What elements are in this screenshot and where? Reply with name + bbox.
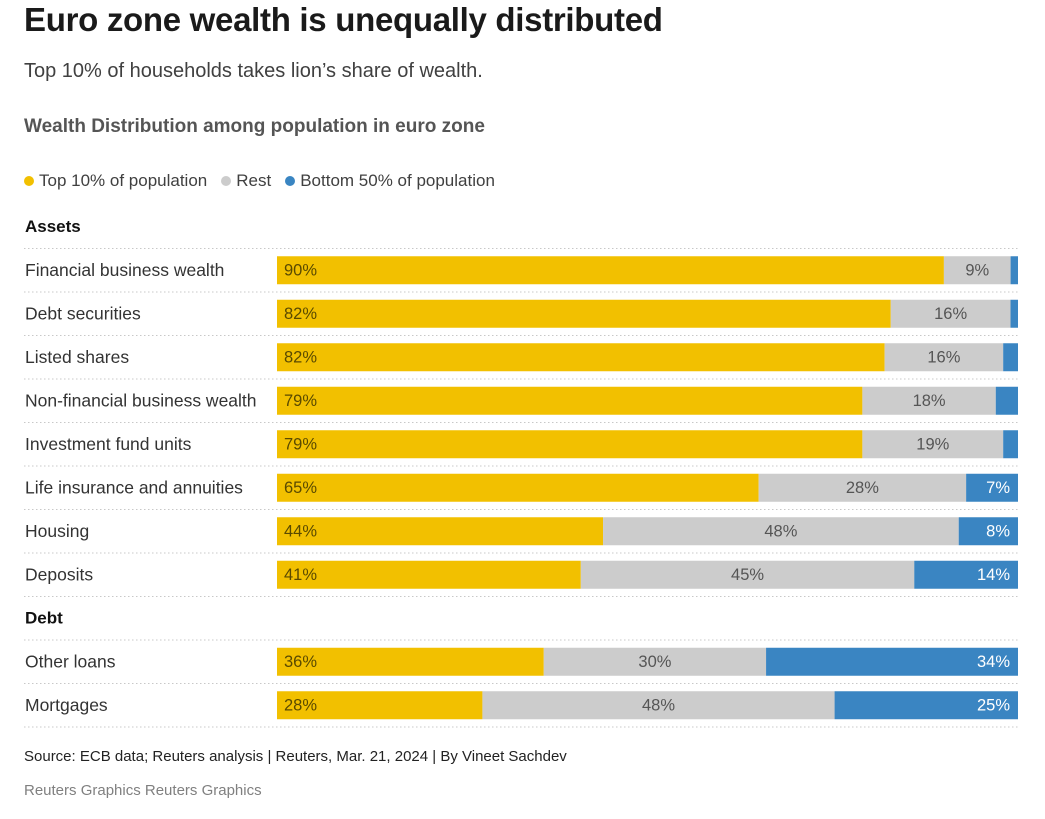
category-label: Listed shares <box>25 347 129 367</box>
bar-segment-rest <box>580 560 915 589</box>
bar-segment-bottom50 <box>1010 256 1018 285</box>
bar-segment-rest <box>758 473 967 502</box>
data-label-rest: 16% <box>927 349 960 367</box>
data-label-bottom50: 7% <box>986 479 1010 497</box>
data-label-rest: 9% <box>965 262 989 280</box>
bar-segment-top10 <box>277 430 863 459</box>
bar-segment-bottom50 <box>914 560 1018 589</box>
legend-item-bottom50: Bottom 50% of population <box>285 171 495 191</box>
bar-segment-rest <box>862 430 1004 459</box>
data-label-top10: 82% <box>284 349 317 367</box>
data-label-top10: 79% <box>284 392 317 410</box>
chart-title: Wealth Distribution among population in … <box>24 116 485 137</box>
data-label-top10: 41% <box>284 566 317 584</box>
data-label-top10: 36% <box>284 653 317 671</box>
category-label: Deposits <box>25 564 93 584</box>
bar-segment-rest <box>482 691 835 720</box>
legend-label-bottom50: Bottom 50% of population <box>300 171 495 190</box>
data-label-bottom50: 14% <box>977 566 1010 584</box>
brand-credit: Reuters Graphics Reuters Graphics <box>24 782 262 799</box>
data-label-rest: 45% <box>731 566 764 584</box>
data-label-rest: 18% <box>913 392 946 410</box>
data-label-top10: 44% <box>284 523 317 541</box>
data-label-top10: 28% <box>284 697 317 715</box>
data-label-rest: 28% <box>846 479 879 497</box>
data-label-bottom50: 34% <box>977 653 1010 671</box>
bar-segment-rest <box>603 517 959 546</box>
bar-segment-top10 <box>277 256 944 285</box>
bar-segment-bottom50 <box>766 647 1018 676</box>
bar-segment-top10 <box>277 517 604 546</box>
category-label: Debt securities <box>25 303 141 323</box>
category-label: Financial business wealth <box>25 260 224 280</box>
bar-segment-bottom50 <box>958 517 1018 546</box>
bar-segment-top10 <box>277 647 544 676</box>
bar-segment-bottom50 <box>1010 299 1018 328</box>
data-label-rest: 16% <box>934 305 967 323</box>
legend-item-top10: Top 10% of population <box>24 171 207 191</box>
group-heading-assets: Assets <box>25 217 81 236</box>
source-note: Source: ECB data; Reuters analysis | Reu… <box>24 748 567 765</box>
bar-segment-bottom50 <box>834 691 1018 720</box>
bar-segment-top10 <box>277 386 863 415</box>
category-label: Life insurance and annuities <box>25 477 243 497</box>
data-label-rest: 48% <box>642 697 675 715</box>
legend-dot-top10 <box>24 176 34 186</box>
legend-label-rest: Rest <box>236 171 272 190</box>
bar-segment-bottom50 <box>995 386 1018 415</box>
legend-dot-bottom50 <box>285 176 296 186</box>
bar-segment-bottom50 <box>966 473 1018 502</box>
legend-item-rest: Rest <box>221 171 271 191</box>
data-label-bottom50: 8% <box>986 523 1010 541</box>
category-label: Other loans <box>25 651 116 671</box>
bar-segment-rest <box>862 386 996 415</box>
stacked-bar-chart: Assets Financial business wealth 90% 9% Debt… <box>24 217 1019 728</box>
bar-segment-rest <box>543 647 767 676</box>
bar-segment-rest <box>884 343 1004 372</box>
data-label-top10: 65% <box>284 479 317 497</box>
bar-segment-top10 <box>277 560 581 589</box>
category-label: Housing <box>25 521 89 541</box>
bar-segment-rest <box>890 299 1011 328</box>
bar-segment-rest <box>943 256 1011 285</box>
category-label: Mortgages <box>25 695 108 715</box>
data-label-rest: 48% <box>764 523 797 541</box>
chart-legend: Top 10% of population Rest Bottom 50% of… <box>24 169 509 193</box>
data-label-top10: 90% <box>284 262 317 280</box>
category-label: Non-financial business wealth <box>25 390 257 410</box>
category-label: Investment fund units <box>25 434 192 454</box>
data-label-top10: 79% <box>284 436 317 454</box>
page-subtitle: Top 10% of households takes lion’s share… <box>24 60 483 82</box>
data-label-bottom50: 25% <box>977 697 1010 715</box>
bar-segment-top10 <box>277 299 891 328</box>
data-label-rest: 30% <box>638 653 671 671</box>
page-title: Euro zone wealth is unequally distribute… <box>24 1 663 38</box>
legend-dot-rest <box>221 176 232 186</box>
bar-segment-top10 <box>277 691 483 720</box>
bar-segment-bottom50 <box>1003 343 1018 372</box>
bar-segment-top10 <box>277 473 759 502</box>
data-label-top10: 82% <box>284 305 317 323</box>
data-label-rest: 19% <box>916 436 949 454</box>
bar-segment-bottom50 <box>1003 430 1018 459</box>
group-heading-debt: Debt <box>25 609 63 628</box>
bar-segment-top10 <box>277 343 885 372</box>
legend-label-top10: Top 10% of population <box>39 171 208 190</box>
